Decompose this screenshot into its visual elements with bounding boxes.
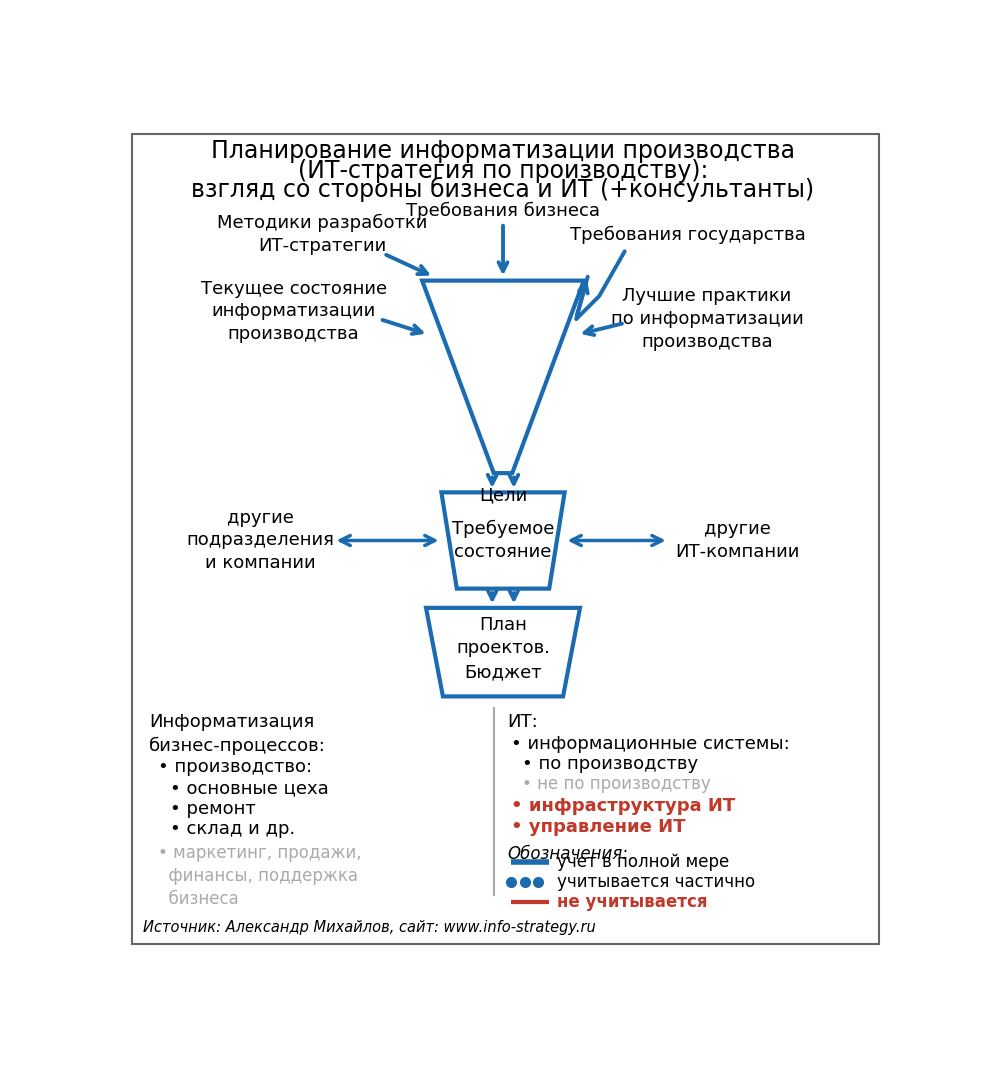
Text: учитывается частично: учитывается частично [557, 873, 755, 891]
Text: • маркетинг, продажи,
  финансы, поддержка
  бизнеса: • маркетинг, продажи, финансы, поддержка… [158, 845, 362, 908]
Text: • управление ИТ: • управление ИТ [511, 818, 685, 836]
Text: • информационные системы:: • информационные системы: [511, 735, 790, 753]
Text: Источник: Александр Михайлов, сайт: www.info-strategy.ru: Источник: Александр Михайлов, сайт: www.… [143, 920, 596, 934]
Text: Планирование информатизации производства: Планирование информатизации производства [211, 139, 795, 163]
Text: • производство:: • производство: [158, 758, 313, 776]
Text: Текущее состояние
информатизации
производства: Текущее состояние информатизации произво… [200, 280, 387, 343]
Text: ИТ:: ИТ: [507, 713, 537, 732]
Text: • не по производству: • не по производству [523, 775, 711, 792]
Text: • склад и др.: • склад и др. [171, 819, 296, 837]
Text: Лучшие практики
по информатизации
производства: Лучшие практики по информатизации произв… [610, 287, 804, 351]
Text: (ИТ-стратегия по производству):: (ИТ-стратегия по производству): [298, 158, 708, 183]
Text: учет в полной мере: учет в полной мере [557, 853, 730, 871]
Text: другие
ИТ-компании: другие ИТ-компании [675, 520, 800, 561]
Text: Требования государства: Требования государства [570, 225, 806, 244]
Text: Требования бизнеса: Требования бизнеса [406, 202, 600, 220]
Text: взгляд со стороны бизнеса и ИТ (+консультанты): взгляд со стороны бизнеса и ИТ (+консуль… [191, 177, 814, 202]
Text: Методики разработки
ИТ-стратегии: Методики разработки ИТ-стратегии [217, 214, 427, 255]
Text: Обозначения:: Обозначения: [507, 845, 628, 863]
Text: • основные цеха: • основные цеха [171, 780, 329, 798]
Text: Информатизация
бизнес-процессов:: Информатизация бизнес-процессов: [149, 713, 325, 755]
Text: Требуемое
состояние: Требуемое состояние [452, 519, 554, 562]
Text: • по производству: • по производству [523, 755, 698, 773]
Text: Цели: Цели [479, 487, 528, 505]
FancyBboxPatch shape [132, 135, 879, 944]
Text: • инфраструктура ИТ: • инфраструктура ИТ [511, 797, 735, 815]
Text: другие
подразделения
и компании: другие подразделения и компании [186, 508, 334, 572]
Text: • ремонт: • ремонт [171, 800, 256, 818]
Text: не учитывается: не учитывается [557, 893, 707, 911]
Text: План
проектов.
Бюджет: План проектов. Бюджет [456, 615, 550, 681]
